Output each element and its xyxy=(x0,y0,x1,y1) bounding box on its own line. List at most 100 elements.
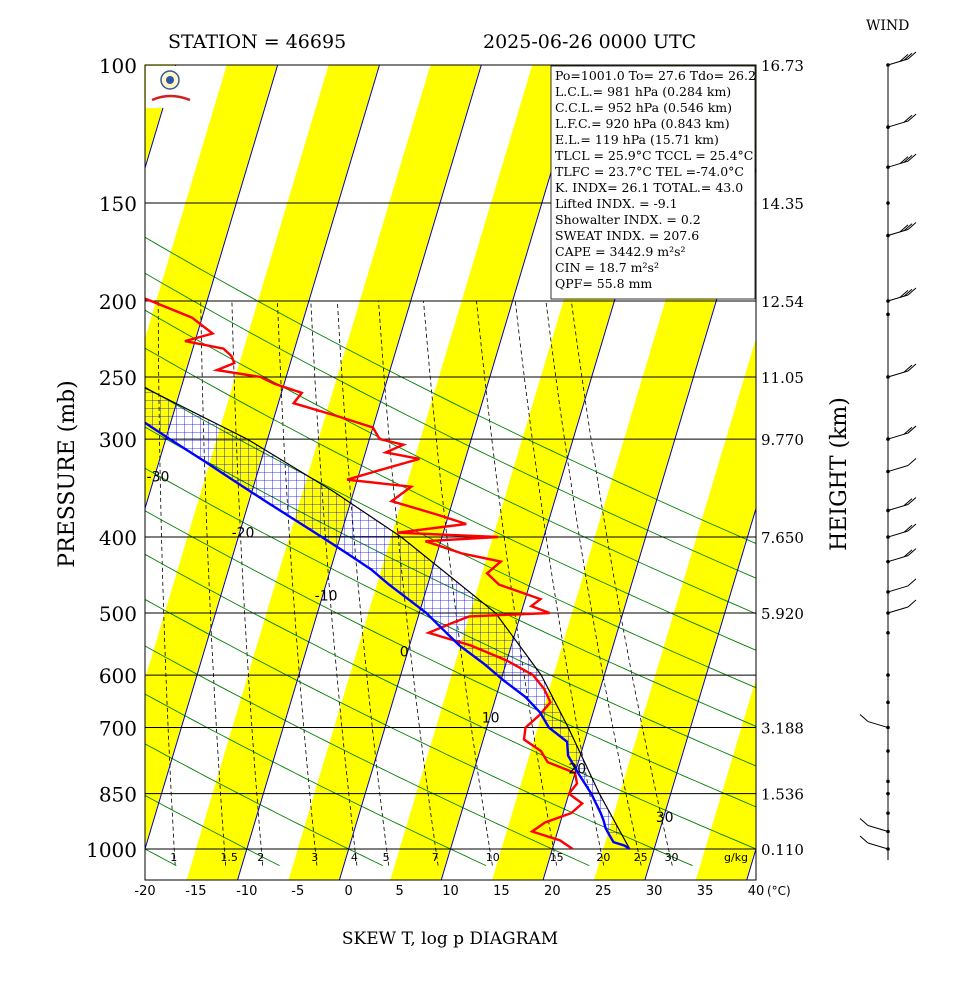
height-tick-label: 14.35 xyxy=(761,195,804,213)
pressure-tick-label: 850 xyxy=(99,783,137,807)
pressure-tick-label: 400 xyxy=(99,526,137,550)
temperature-tick-label: 40 xyxy=(748,884,765,899)
height-tick-label: 12.54 xyxy=(761,293,804,311)
wind-level-dot xyxy=(886,749,890,753)
logo xyxy=(146,66,196,108)
indices-box: Po=1001.0 To= 27.6 Tdo= 26.2L.C.L.= 981 … xyxy=(550,65,756,300)
mixing-ratio-line xyxy=(545,300,642,866)
yellow-band xyxy=(798,65,960,880)
temperature-tick-label: -20 xyxy=(134,884,155,899)
temperature-tick-label: 25 xyxy=(595,884,612,899)
wind-level-dot xyxy=(886,791,890,796)
pressure-tick-label: 600 xyxy=(99,664,137,688)
wind-barb-flag xyxy=(907,599,917,608)
height-tick-labels: 16.73 14.35 12.54 11.05 9.770 7.650 5.920 3.188… xyxy=(761,57,804,859)
mixing-ratio-label: 20 xyxy=(596,851,610,864)
isotherm-label: 10 xyxy=(482,711,500,727)
wind-barb-shaft xyxy=(867,842,889,850)
y2-axis-label: HEIGHT (km) xyxy=(827,397,852,551)
isotherm-line xyxy=(746,847,756,880)
mixing-ratio-line xyxy=(476,300,558,866)
dry-adiabat-line xyxy=(145,347,756,651)
temperature-tick-label: 30 xyxy=(646,884,663,899)
temperature-tick-label: 10 xyxy=(442,884,459,899)
pressure-tick-label: 100 xyxy=(99,54,137,78)
pressure-tick-label: 1000 xyxy=(86,838,137,862)
wind-barb-flag xyxy=(903,223,913,232)
index-line: SWEAT INDX. = 207.6 xyxy=(555,228,699,243)
dry-adiabat-line xyxy=(145,794,280,867)
index-line: L.F.C.= 920 hPa (0.843 km) xyxy=(555,116,730,131)
moist-adiabat-line xyxy=(145,387,631,850)
wind-level-dot xyxy=(886,673,890,677)
pressure-tick-labels: 100 150 200 250 300 400 500 600 700 850 1000 xyxy=(86,54,137,862)
height-tick-label: 16.73 xyxy=(761,57,804,75)
dry-adiabat-line xyxy=(145,693,487,867)
pressure-tick-label: 500 xyxy=(99,602,137,626)
wind-barb-flag xyxy=(903,426,913,435)
mixing-ratio-label: 30 xyxy=(664,851,678,864)
wind-barb-flag xyxy=(903,364,913,373)
wind-barb-flag xyxy=(907,363,917,372)
temperature-tick-label: -15 xyxy=(185,884,206,899)
mixing-ratio-label: 5 xyxy=(383,851,390,864)
pressure-tick-label: 200 xyxy=(99,290,137,314)
wind-barb-flag xyxy=(907,425,917,434)
dry-adiabat-line xyxy=(145,743,383,867)
isotherms xyxy=(145,65,756,880)
isotherm-line xyxy=(644,506,756,880)
height-tick-label: 3.188 xyxy=(761,720,804,738)
wind-barb-flag xyxy=(907,458,917,466)
yellow-bands xyxy=(145,65,960,880)
wind-level-dot xyxy=(886,700,890,705)
wind-barb-flag xyxy=(859,835,869,844)
wind-level-dot xyxy=(886,811,890,815)
index-line: E.L.= 119 hPa (15.71 km) xyxy=(555,132,719,147)
dry-adiabat-line xyxy=(145,510,756,808)
temperature-tick-label: 20 xyxy=(544,884,561,899)
temperature-tick-label: -10 xyxy=(236,884,257,899)
chart-title: SKEW T, log p DIAGRAM xyxy=(342,929,558,949)
wind-barb-flag xyxy=(899,156,909,164)
mixing-ratio-label: 1 xyxy=(170,851,177,864)
isotherm-line xyxy=(145,65,279,511)
wind-level-dot xyxy=(886,375,890,379)
wind-barb-flag xyxy=(907,497,917,505)
isotherm-label: 30 xyxy=(656,810,674,826)
index-line: C.C.L.= 952 hPa (0.546 km) xyxy=(555,100,732,115)
wind-barb-flag xyxy=(859,714,869,722)
wind-barb-flag xyxy=(903,114,913,123)
index-line: TLFC = 23.7°C TEL =-74.0°C xyxy=(555,164,744,179)
index-line: Po=1001.0 To= 27.6 Tdo= 26.2 xyxy=(555,68,756,83)
mixing-ratio-label: 2 xyxy=(257,851,264,864)
wind-barb-flag xyxy=(859,818,869,826)
dry-adiabat-line xyxy=(145,236,756,545)
wind-barb-flag xyxy=(907,523,917,532)
height-tick-label: 0.110 xyxy=(761,841,804,859)
wind-barb-shaft xyxy=(867,825,889,833)
index-line: CIN = 18.7 m²s² xyxy=(555,260,659,275)
isotherm-line xyxy=(338,65,584,880)
wind-barb-flag xyxy=(903,52,913,61)
wind-column xyxy=(859,51,917,860)
temperature-tick-label: -5 xyxy=(291,884,304,899)
index-line: CAPE = 3442.9 m²s² xyxy=(555,244,686,259)
wind-barb-flag xyxy=(907,153,917,162)
isotherm-label: 0 xyxy=(400,645,409,661)
wind-barb-shaft xyxy=(867,721,889,729)
mixing-ratio-line xyxy=(423,300,493,866)
isotherm-label: -10 xyxy=(315,589,338,605)
wind-level-dot xyxy=(886,469,890,474)
x-unit-label: (°C) xyxy=(767,884,791,898)
station-label: STATION = 46695 xyxy=(168,31,346,53)
dry-adiabat-line xyxy=(145,553,756,850)
mixing-ratio-line xyxy=(378,300,439,866)
wind-barb-flag xyxy=(903,155,913,163)
datetime-label: 2025-06-26 0000 UTC xyxy=(483,31,696,53)
dry-adiabat-line xyxy=(145,598,693,867)
index-line: TLCL = 25.9°C TCCL = 25.4°C xyxy=(555,148,753,163)
mixing-ratio-label: 3 xyxy=(311,851,318,864)
wind-barb-flag xyxy=(899,54,909,62)
wind-level-dot xyxy=(886,779,890,784)
